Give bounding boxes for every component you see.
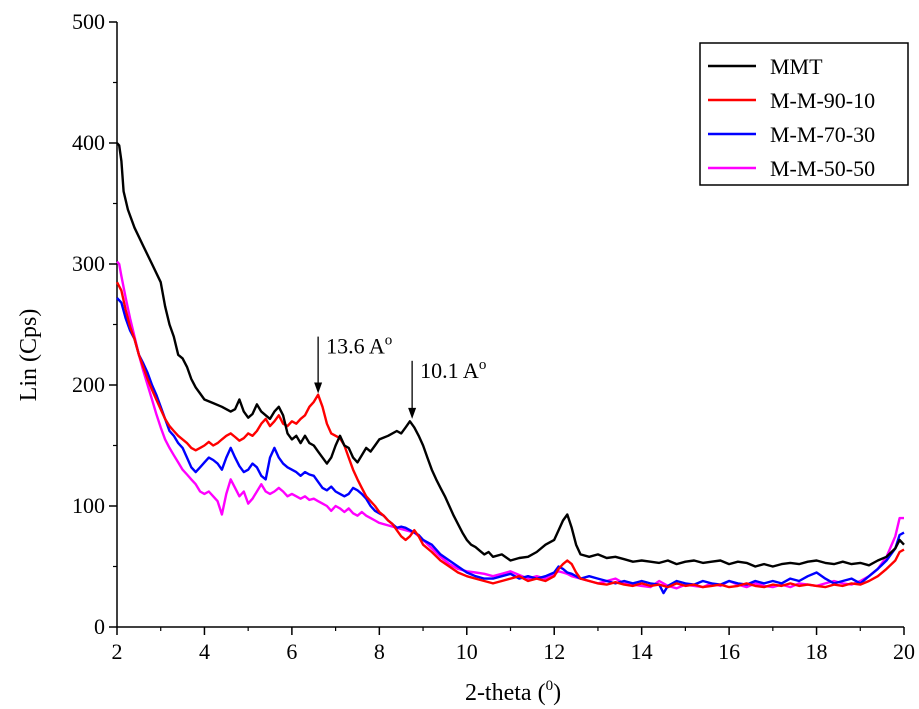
x-tick-label: 2 [112, 639, 123, 664]
y-tick-label: 300 [72, 251, 105, 276]
x-axis-title: 2-theta (0) [465, 678, 561, 706]
y-axis-title: Lin (Cps) [16, 309, 42, 402]
legend-label-m-m-70-30: M-M-70-30 [770, 122, 875, 147]
x-tick-label: 12 [543, 639, 565, 664]
y-tick-label: 500 [72, 9, 105, 34]
series-line-m-m-70-30 [116, 297, 905, 595]
x-axis-title-main: 2-theta ( [465, 680, 546, 706]
series-line-mmt [116, 142, 905, 568]
annotation-arrow-head [314, 382, 323, 394]
x-axis-title-sup: 0 [546, 678, 554, 694]
y-tick-label: 200 [72, 372, 105, 397]
x-tick-label: 10 [456, 639, 478, 664]
legend-label-m-m-90-10: M-M-90-10 [770, 88, 875, 113]
annotation-label: 10.1 Ao [420, 357, 486, 383]
peak-annotations: 13.6 Ao 10.1 Ao [314, 333, 486, 419]
x-tick-label: 8 [374, 639, 385, 664]
annotation-arrow-head [408, 407, 417, 419]
y-tick-label: 0 [94, 614, 105, 639]
y-tick-label: 400 [72, 130, 105, 155]
series-lines [115, 142, 905, 595]
y-tick-label: 100 [72, 493, 105, 518]
annotation-label: 13.6 Ao [326, 333, 392, 359]
x-tick-label: 20 [893, 639, 915, 664]
legend: MMT M-M-90-10 M-M-70-30 M-M-50-50 [699, 42, 909, 186]
x-tick-label: 6 [286, 639, 297, 664]
x-tick-label: 18 [806, 639, 828, 664]
x-axis-title-end: ) [553, 680, 561, 706]
x-tick-label: 14 [631, 639, 653, 664]
x-tick-label: 16 [718, 639, 740, 664]
series-line-m-m-90-10 [115, 281, 905, 589]
series-line-m-m-50-50 [116, 260, 904, 590]
x-tick-label: 4 [199, 639, 210, 664]
legend-label-m-m-50-50: M-M-50-50 [770, 156, 875, 181]
legend-label-mmt: MMT [770, 54, 823, 79]
